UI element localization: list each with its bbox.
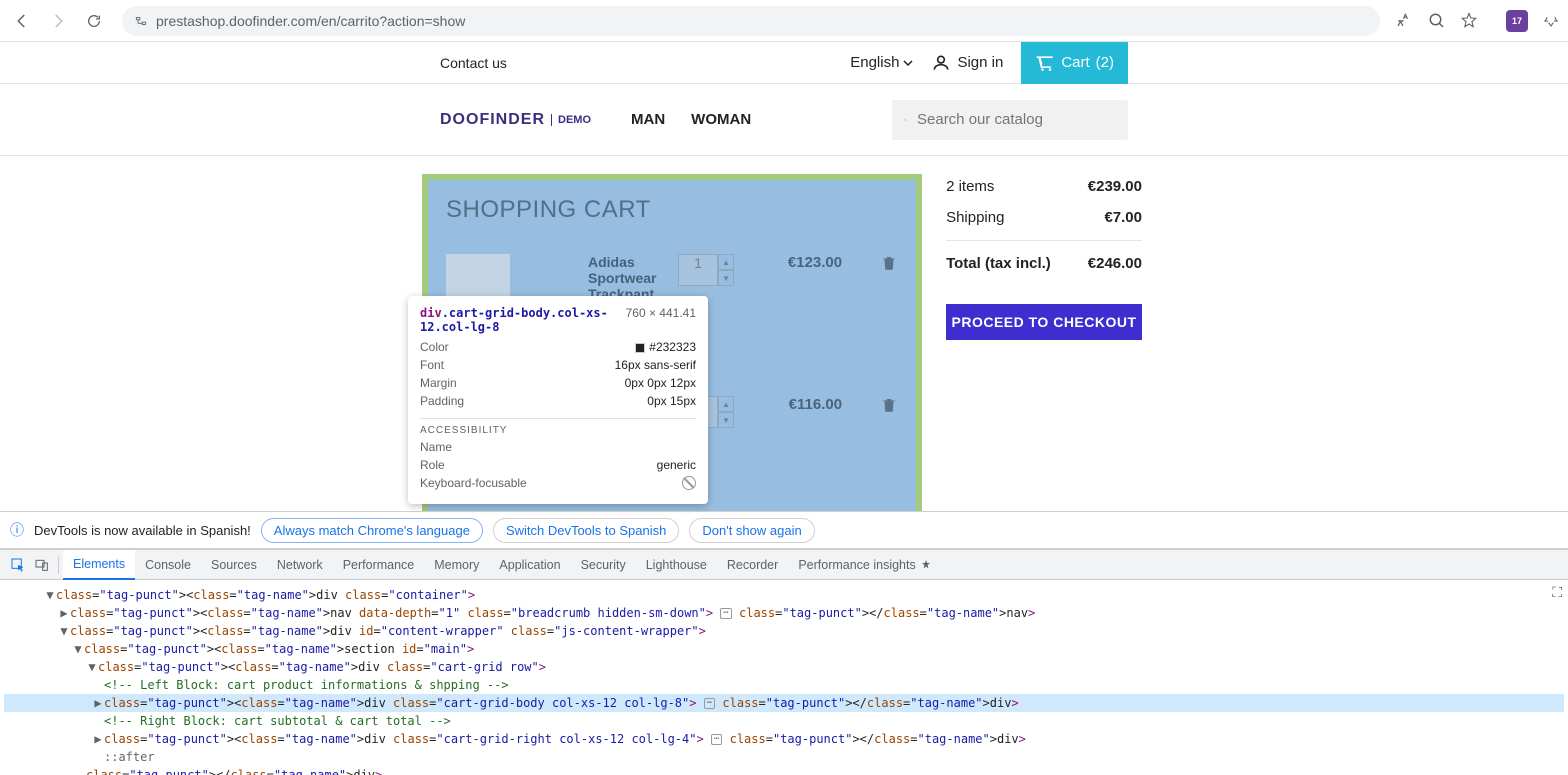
tab-application[interactable]: Application	[489, 550, 570, 580]
search-input[interactable]	[917, 111, 1116, 128]
cart-title: SHOPPING CART	[446, 196, 898, 224]
search-box[interactable]	[892, 100, 1128, 140]
zoom-icon[interactable]	[1428, 12, 1446, 30]
browser-toolbar: prestashop.doofinder.com/en/carrito?acti…	[0, 0, 1568, 42]
tab-security[interactable]: Security	[571, 550, 636, 580]
item-total: €116.00	[752, 396, 842, 413]
summary-shipping-label: Shipping	[946, 209, 1004, 226]
tab-network[interactable]: Network	[267, 550, 333, 580]
qty-down[interactable]: ▼	[718, 270, 734, 286]
cart-icon	[1035, 53, 1055, 73]
tab-sources[interactable]: Sources	[201, 550, 267, 580]
inspector-tooltip: div.cart-grid-body.col-xs-12.col-lg-8 76…	[408, 296, 708, 504]
banner-btn-switch[interactable]: Switch DevTools to Spanish	[493, 518, 679, 543]
chevron-down-icon	[903, 58, 913, 68]
trash-icon	[880, 396, 898, 414]
recycle-icon[interactable]	[1542, 12, 1560, 30]
devtools-panel: Elements Console Sources Network Perform…	[0, 549, 1568, 775]
expand-icon[interactable]: ⛶	[1552, 583, 1562, 604]
nav-link-man[interactable]: MAN	[631, 111, 665, 128]
back-button[interactable]	[8, 7, 36, 35]
bookmark-icon[interactable]	[1460, 12, 1478, 30]
url-bar[interactable]: prestashop.doofinder.com/en/carrito?acti…	[122, 6, 1380, 36]
banner-msg: DevTools is now available in Spanish!	[34, 523, 251, 538]
device-icon[interactable]	[30, 553, 54, 577]
item-name[interactable]: Adidas Sportwear Trackpant	[588, 254, 660, 302]
no-icon	[682, 476, 696, 490]
qty-down[interactable]: ▼	[718, 412, 734, 428]
tab-memory[interactable]: Memory	[424, 550, 489, 580]
reload-button[interactable]	[80, 7, 108, 35]
url-text: prestashop.doofinder.com/en/carrito?acti…	[156, 13, 465, 29]
banner-btn-match[interactable]: Always match Chrome's language	[261, 518, 483, 543]
extension-icon[interactable]: 17	[1506, 10, 1528, 32]
quantity-stepper[interactable]: 1 ▲ ▼	[678, 254, 734, 286]
tab-console[interactable]: Console	[135, 550, 201, 580]
site-info-icon	[134, 14, 148, 28]
forward-button[interactable]	[44, 7, 72, 35]
tab-insights[interactable]: Performance insights	[788, 550, 941, 580]
qty-up[interactable]: ▲	[718, 254, 734, 270]
summary-total-label: Total (tax incl.)	[946, 255, 1051, 272]
delete-button[interactable]	[880, 254, 898, 272]
nav-link-woman[interactable]: WOMAN	[691, 111, 751, 128]
banner-btn-dismiss[interactable]: Don't show again	[689, 518, 814, 543]
tab-performance[interactable]: Performance	[333, 550, 425, 580]
cart-button[interactable]: Cart (2)	[1021, 42, 1128, 84]
summary-items-label: 2 items	[946, 178, 994, 195]
search-icon	[904, 111, 907, 129]
devtools-banner: ⓘ DevTools is now available in Spanish! …	[0, 511, 1568, 549]
nav-bar: DOOFINDER DEMO MAN WOMAN	[0, 84, 1568, 156]
contact-link[interactable]: Contact us	[440, 55, 507, 71]
tab-recorder[interactable]: Recorder	[717, 550, 788, 580]
person-icon	[931, 53, 951, 73]
translate-icon[interactable]	[1396, 12, 1414, 30]
cart-summary: 2 items€239.00 Shipping€7.00 Total (tax …	[946, 178, 1142, 562]
tab-elements[interactable]: Elements	[63, 550, 135, 580]
cart-body: SHOPPING CART Adidas Sportwear Trackpant…	[426, 178, 918, 562]
item-total: €123.00	[752, 254, 842, 271]
info-icon: ⓘ	[10, 520, 24, 540]
qty-up[interactable]: ▲	[718, 396, 734, 412]
logo[interactable]: DOOFINDER DEMO	[440, 111, 591, 129]
checkout-button[interactable]: PROCEED TO CHECKOUT	[946, 304, 1142, 340]
tab-lighthouse[interactable]: Lighthouse	[636, 550, 717, 580]
qty-input[interactable]: 1	[678, 254, 718, 286]
signin-link[interactable]: Sign in	[931, 53, 1003, 73]
inspect-icon[interactable]	[6, 553, 30, 577]
top-header: Contact us English Sign in Cart (2)	[0, 42, 1568, 84]
trash-icon	[880, 254, 898, 272]
devtools-tabs: Elements Console Sources Network Perform…	[0, 550, 1568, 580]
dom-tree[interactable]: ⛶ ▼class="tag-punct"><class="tag-name">d…	[0, 580, 1568, 775]
language-selector[interactable]: English	[850, 54, 913, 71]
delete-button[interactable]	[880, 396, 898, 414]
